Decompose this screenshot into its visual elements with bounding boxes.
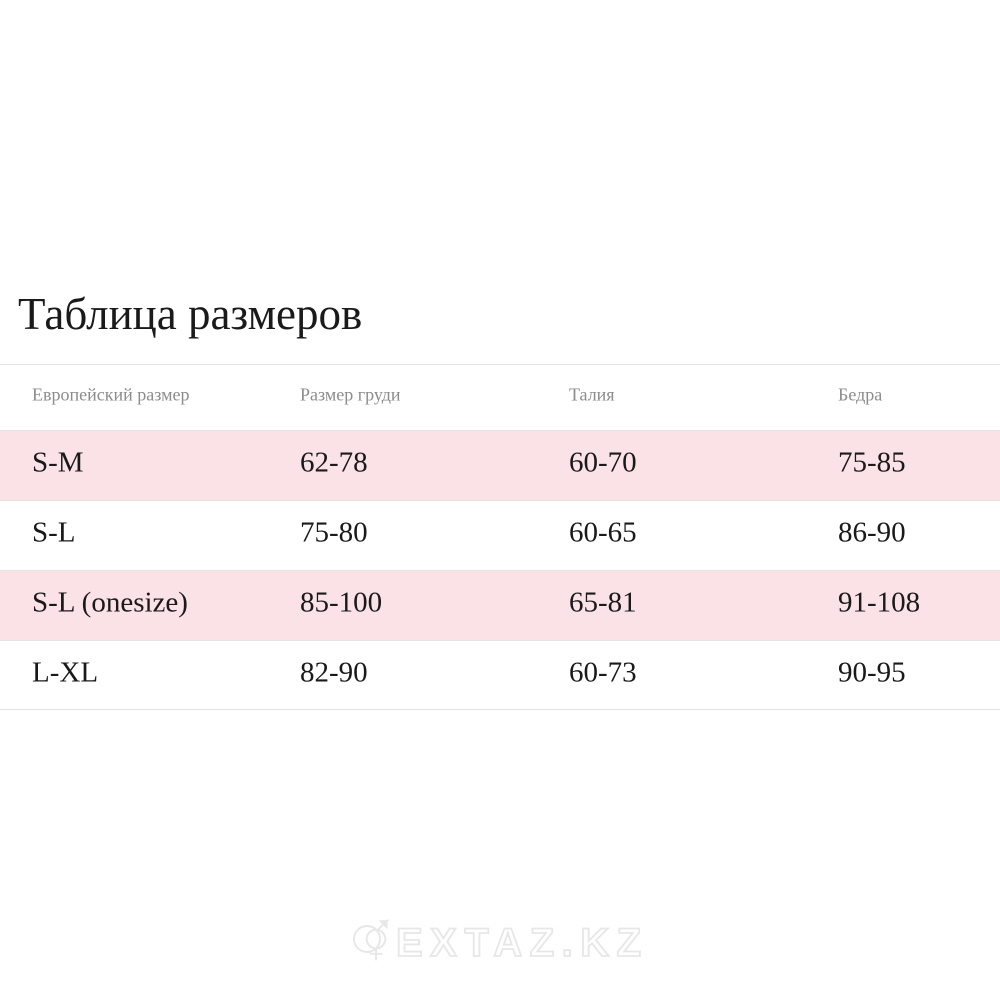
svg-text:EXTAZ.KZ: EXTAZ.KZ — [396, 921, 649, 965]
